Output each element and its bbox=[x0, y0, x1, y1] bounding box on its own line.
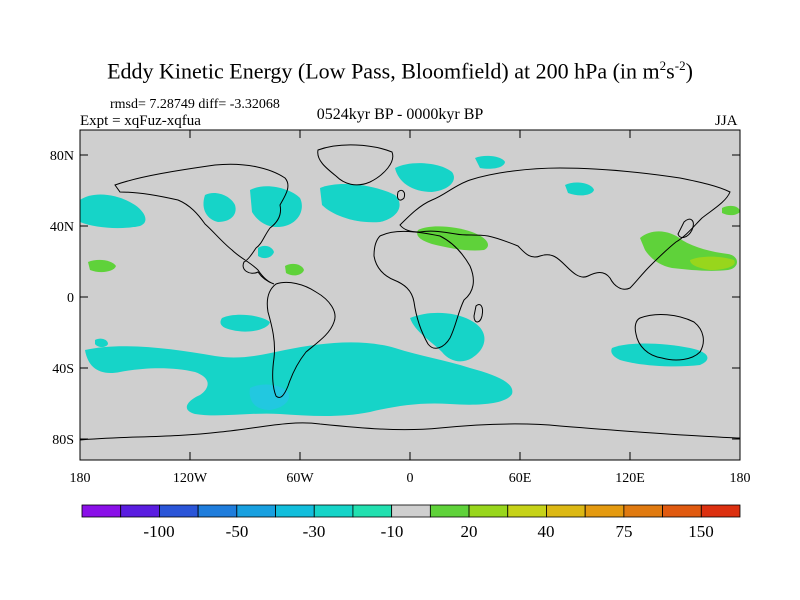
lon-label-180e: 180 bbox=[730, 471, 751, 486]
colorbar-swatch bbox=[352, 504, 393, 518]
south-america-coast bbox=[266, 281, 336, 399]
north-pacific-negative-2 bbox=[203, 193, 236, 222]
atlantic-positive bbox=[285, 263, 304, 276]
anomaly-fields bbox=[80, 144, 740, 441]
season-label: JJA bbox=[715, 113, 738, 129]
drake-passage-strong-negative bbox=[249, 384, 290, 410]
stats-label: rmsd= 7.28749 diff= -3.32068 bbox=[110, 97, 280, 112]
arctic-negative bbox=[475, 155, 505, 169]
colorbar-label-minus-30: -30 bbox=[303, 522, 326, 541]
colorbar-swatch bbox=[507, 504, 547, 518]
africa-coast bbox=[373, 230, 474, 349]
eurasia-coast bbox=[399, 167, 731, 290]
colorbar-swatch bbox=[429, 504, 470, 518]
experiment-label: Expt = xqFuz-xqfua bbox=[80, 113, 201, 129]
north-america-coast bbox=[114, 163, 289, 285]
colorbar-swatch bbox=[391, 504, 431, 518]
colorbar-swatch bbox=[546, 504, 586, 518]
japan-coast bbox=[677, 218, 694, 238]
southern-atlantic-negative bbox=[410, 312, 485, 362]
colorbar-label-20: 20 bbox=[461, 522, 478, 541]
tropical-atlantic-negative bbox=[258, 245, 274, 259]
colorbar bbox=[81, 504, 741, 518]
north-atlantic-negative bbox=[320, 184, 400, 223]
colorbar-swatch bbox=[275, 504, 315, 518]
colorbar-label-150: 150 bbox=[688, 522, 714, 541]
lat-label-0: 0 bbox=[67, 291, 74, 306]
mediterranean-positive bbox=[417, 226, 488, 251]
lon-axis: 180 120W 60W 0 60E 120E 180 bbox=[70, 130, 751, 486]
lon-label-120e: 120E bbox=[615, 471, 645, 486]
lon-label-0: 0 bbox=[407, 471, 414, 486]
arctic-negative-2 bbox=[565, 182, 594, 196]
madagascar-coast bbox=[473, 303, 483, 323]
lon-label-60w: 60W bbox=[286, 471, 314, 486]
australia-coast bbox=[634, 314, 704, 361]
colorbar-label-minus-50: -50 bbox=[226, 522, 249, 541]
colorbar-swatch bbox=[81, 504, 122, 518]
colorbar-label-minus-100: -100 bbox=[143, 522, 174, 541]
lat-label-40s: 40S bbox=[52, 362, 74, 377]
lat-axis: 80N 40N 0 40S 80S bbox=[50, 149, 740, 448]
lat-label-80n: 80N bbox=[50, 149, 74, 164]
north-pacific-negative bbox=[80, 194, 146, 229]
lon-label-180w: 180 bbox=[70, 471, 91, 486]
greenland-negative bbox=[395, 163, 454, 192]
map-title: Eddy Kinetic Energy (Low Pass, Bloomfiel… bbox=[107, 58, 693, 84]
pacific-east-positive bbox=[722, 205, 740, 216]
colorbar-labels: -100 -50 -30 -10 20 40 75 150 bbox=[143, 522, 713, 541]
period-label: 0524kyr BP - 0000kyr BP bbox=[316, 106, 484, 123]
coastlines bbox=[80, 144, 740, 441]
east-asia-strong-positive bbox=[690, 256, 735, 270]
colorbar-label-minus-10: -10 bbox=[381, 522, 404, 541]
australia-negative bbox=[611, 343, 708, 367]
greenland-coast bbox=[317, 144, 394, 186]
south-pacific-small bbox=[95, 338, 108, 347]
colorbar-label-75: 75 bbox=[616, 522, 633, 541]
colorbar-swatch bbox=[159, 504, 199, 518]
colorbar-swatch bbox=[623, 504, 663, 518]
colorbar-swatch bbox=[468, 504, 509, 518]
antarctica-coast bbox=[80, 422, 740, 441]
colorbar-swatch bbox=[197, 504, 238, 518]
colorbar-swatch bbox=[700, 504, 741, 518]
colorbar-swatch bbox=[236, 504, 276, 518]
southern-ocean-negative bbox=[85, 342, 513, 416]
colorbar-swatch bbox=[662, 504, 702, 518]
north-america-negative bbox=[250, 186, 302, 228]
colorbar-swatch bbox=[120, 504, 160, 518]
british-isles-coast bbox=[397, 189, 405, 201]
lat-label-40n: 40N bbox=[50, 220, 74, 235]
lon-label-60e: 60E bbox=[509, 471, 532, 486]
south-pacific-negative bbox=[220, 314, 270, 332]
colorbar-label-40: 40 bbox=[538, 522, 555, 541]
lat-label-80s: 80S bbox=[52, 433, 74, 448]
central-pacific-positive bbox=[88, 259, 116, 273]
colorbar-swatch bbox=[584, 504, 625, 518]
lon-label-120w: 120W bbox=[173, 471, 208, 486]
colorbar-swatch bbox=[313, 504, 354, 518]
